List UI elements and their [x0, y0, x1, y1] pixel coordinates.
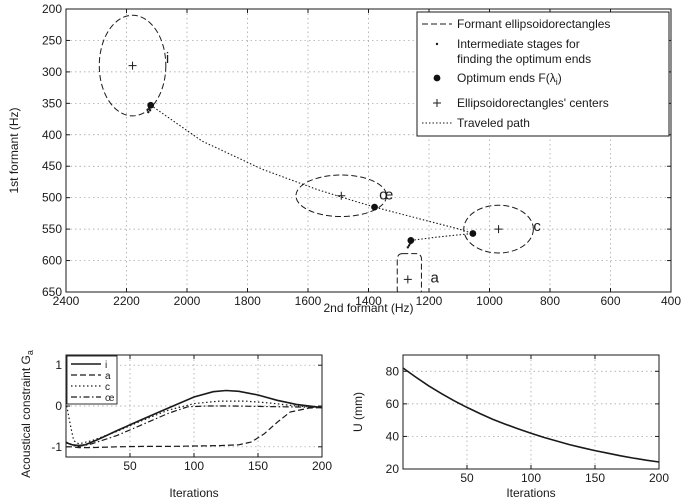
- constraint-legend-label: i: [105, 360, 107, 371]
- constraint-legend-label: œ: [105, 393, 114, 404]
- main-x-tick-label: 400: [661, 294, 681, 308]
- legend-box: [416, 11, 670, 137]
- intermediate-stage-point: [148, 109, 152, 112]
- constraint-y-axis-label: Acoustical constraint Ga: [19, 350, 35, 478]
- center-plus-marker: [494, 225, 503, 234]
- constraint-y-tick-label: -1: [51, 440, 62, 454]
- main-x-tick-label: 1200: [416, 294, 443, 308]
- center-plus-marker: [128, 61, 137, 70]
- main-x-tick-label: 1400: [355, 294, 382, 308]
- main-y-tick-label: 300: [42, 65, 62, 79]
- ellipse-label: œ: [379, 187, 393, 204]
- constraint-series-3: [66, 405, 322, 448]
- main-y-tick-label: 500: [42, 191, 62, 205]
- u-y-tick-label: 40: [386, 429, 400, 443]
- constraint-y-tick-label: 0: [55, 399, 62, 413]
- ellipse-label: c: [533, 218, 541, 235]
- legend-label: Intermediate stages for: [457, 37, 580, 51]
- u-axes-box: [402, 354, 660, 470]
- main-x-axis-label: 2nd formant (Hz): [323, 301, 413, 315]
- intermediate-stage-point: [406, 246, 410, 249]
- legend-label: Optimum ends F(λi): [457, 71, 562, 87]
- constraint-y-axis-label-subscript: a: [25, 350, 35, 355]
- optimum-end-point: [147, 101, 155, 109]
- constraint-x-tick-label: 150: [248, 459, 268, 473]
- constraint-plot-area: [66, 389, 322, 449]
- constraint-x-tick-label: 50: [123, 459, 137, 473]
- optimum-end-point: [371, 203, 378, 211]
- ellipse-label: a: [431, 270, 440, 287]
- legend-label-line2: finding the optimum ends: [457, 52, 591, 66]
- ellipsoidorectangle-2: [463, 204, 534, 254]
- constraint-series-1: [66, 407, 322, 449]
- u-series-line: [402, 367, 660, 463]
- main-legend: Formant ellipsoidorectangles Intermediate…: [416, 11, 670, 137]
- main-x-tick-label: 2000: [174, 294, 201, 308]
- main-plot-panel: 2400 2200 2000 1800 1600 1400 1200 1000 800 600 40…: [7, 2, 681, 315]
- main-y-tick-label: 400: [42, 128, 62, 142]
- main-y-tick-label: 200: [42, 2, 62, 16]
- main-x-tick-label: 1600: [295, 294, 322, 308]
- optimum-end-point: [407, 237, 415, 244]
- legend-marker-plus: [433, 99, 441, 107]
- u-y-tick-label: 60: [386, 397, 400, 411]
- legend-label-end: ): [558, 71, 562, 85]
- main-y-tick-label: 350: [42, 96, 62, 110]
- u-x-tick-label: 200: [649, 471, 669, 485]
- constraint-series-2: [66, 400, 322, 445]
- main-x-tick-label: 2400: [53, 294, 80, 308]
- u-panel: 50 100 150 200 20 40 60 80 Iterations U (mm): [351, 354, 669, 500]
- legend-label: Traveled path: [457, 116, 530, 130]
- traveled-path-1: [410, 232, 473, 241]
- u-x-tick-label: 150: [585, 471, 605, 485]
- u-y-tick-label: 80: [386, 364, 400, 378]
- intermediate-stage-point: [147, 110, 150, 114]
- main-y-axis-label: 1st formant (Hz): [7, 107, 21, 193]
- legend-label: Formant ellipsoidorectangles: [457, 17, 610, 31]
- legend-marker-filled-circle: [433, 74, 441, 82]
- legend-label: Ellipsoidorectangles' centers: [457, 96, 609, 110]
- main-y-tick-label: 600: [42, 254, 62, 268]
- main-x-tick-label: 800: [540, 294, 560, 308]
- traveled-path-0: [150, 104, 474, 235]
- main-x-tick-label: 600: [600, 294, 620, 308]
- ellipsoidorectangle-0: [98, 14, 167, 117]
- main-y-tick-label: 450: [42, 159, 62, 173]
- main-x-tick-label: 2200: [113, 294, 140, 308]
- u-x-tick-label: 100: [521, 471, 541, 485]
- main-y-tick-label: 650: [42, 285, 62, 299]
- ellipsoidorectangle-1: [295, 174, 388, 218]
- legend-label-subscript: i: [556, 77, 558, 87]
- intermediate-stage-point: [146, 108, 149, 111]
- constraint-x-tick-label: 200: [312, 459, 332, 473]
- center-plus-marker: [403, 275, 412, 284]
- main-y-tick-label: 250: [42, 33, 62, 47]
- intermediate-stage-point: [407, 244, 411, 247]
- ellipse-label: i: [166, 50, 169, 67]
- u-y-tick-label: 20: [386, 462, 400, 476]
- ellipsoidorectangle-3: [396, 253, 422, 292]
- center-plus-marker: [337, 191, 346, 200]
- u-x-axis-label: Iterations: [506, 486, 555, 500]
- u-x-tick-label: 50: [460, 471, 474, 485]
- legend-marker-dot: [435, 42, 439, 46]
- constraint-x-axis-label: Iterations: [169, 486, 218, 500]
- u-y-axis-label: U (mm): [351, 392, 365, 432]
- main-x-tick-label: 1000: [476, 294, 503, 308]
- constraint-legend-label: c: [105, 382, 110, 393]
- constraint-x-tick-label: 100: [184, 459, 204, 473]
- main-plot-area: [98, 14, 534, 292]
- acoustical-constraint-panel: 50 100 150 200 -1 0 1 Iterations Acoustical cons…: [19, 350, 332, 500]
- constraint-y-tick-label: 1: [55, 358, 62, 372]
- main-x-tick-label: 1800: [234, 294, 261, 308]
- optimum-end-point: [469, 230, 477, 237]
- constraint-legend-label: a: [105, 371, 111, 382]
- main-y-tick-label: 550: [42, 222, 62, 236]
